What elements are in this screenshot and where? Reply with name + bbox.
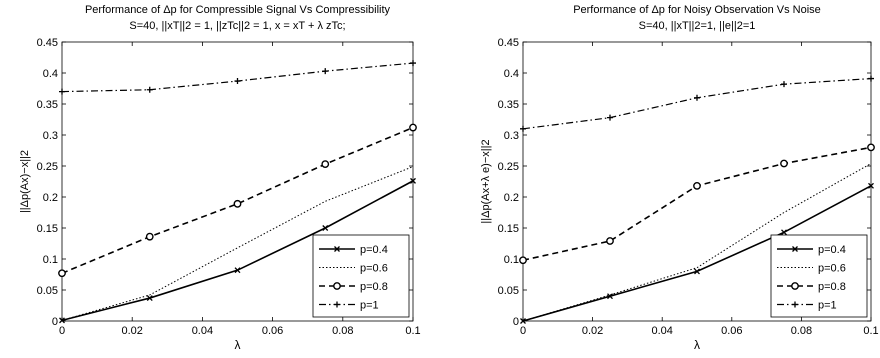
legend-label: p=0.8: [818, 281, 846, 293]
legend-marker: [791, 282, 799, 290]
series-line-p-0-6: [522, 163, 872, 322]
legend-label: p=0.4: [818, 244, 846, 256]
series-line-p-0-6: [61, 166, 414, 321]
data-point: [145, 232, 154, 241]
data-point: [694, 268, 700, 275]
x-tick-label: 0.04: [192, 325, 213, 337]
x-tick-label: 0.04: [651, 325, 672, 337]
legend-label: p=1: [360, 300, 379, 312]
data-point: [693, 181, 701, 190]
y-tick-label: 0.1: [43, 254, 58, 266]
legend-marker: [792, 246, 798, 252]
y-tick-label: 0.1: [504, 254, 519, 266]
legend-label: p=0.6: [818, 263, 846, 275]
x-axis-label: λ: [694, 338, 700, 352]
data-point: [322, 225, 329, 231]
data-point: [234, 267, 241, 274]
data-point: [234, 78, 241, 85]
y-tick-label: 0: [52, 316, 58, 328]
y-tick-label: 0.15: [37, 223, 58, 235]
y-tick-label: 0.3: [43, 130, 58, 142]
y-tick-label: 0.05: [37, 285, 58, 297]
chart-title: Performance of Δp for Noisy Observation …: [573, 4, 821, 16]
data-point: [781, 229, 787, 236]
data-point: [410, 60, 416, 67]
data-point: [519, 256, 527, 265]
x-tick-label: 0.06: [721, 325, 742, 337]
y-tick-label: 0.3: [504, 130, 519, 142]
legend-label: p=0.8: [360, 281, 388, 293]
y-tick-label: 0.4: [504, 68, 519, 80]
y-tick-label: 0: [513, 316, 519, 328]
data-point: [781, 81, 787, 88]
data-point: [607, 293, 613, 300]
y-tick-label: 0.45: [37, 37, 58, 49]
legend-marker: [333, 282, 341, 290]
x-tick-label: 0.06: [262, 325, 283, 337]
data-point: [146, 86, 153, 93]
y-tick-label: 0.45: [498, 37, 519, 49]
chart-subtitle: S=40, ||xT||2 = 1, ||zTc||2 = 1, x = xT …: [129, 20, 345, 32]
data-point: [410, 177, 416, 184]
y-tick-label: 0.15: [498, 223, 519, 235]
y-tick-label: 0.05: [498, 285, 519, 297]
x-tick-label: 0: [59, 325, 65, 337]
x-axis-label: λ: [235, 338, 241, 352]
data-point: [607, 114, 613, 121]
legend-marker: [792, 301, 798, 308]
chart-title: Performance of Δp for Compressible Signa…: [85, 4, 391, 16]
legend-label: p=1: [818, 300, 837, 312]
data-point: [868, 182, 874, 189]
legend-marker: [334, 246, 340, 252]
y-tick-label: 0.25: [498, 161, 519, 173]
data-point: [146, 295, 153, 302]
y-axis-label: ||Δp(Ax)−x||2: [19, 150, 31, 213]
legend-label: p=0.4: [360, 244, 388, 256]
chart-panel-2: Performance of Δp for Noisy Observation …: [480, 4, 879, 352]
legend: p=0.4 p=0.6 p=0.8 p=1: [312, 234, 410, 318]
data-point: [780, 159, 788, 168]
x-tick-label: 0.08: [791, 325, 812, 337]
y-tick-label: 0.35: [37, 99, 58, 111]
series-line-p-0-8: [61, 126, 414, 274]
x-tick-label: 0.1: [863, 325, 878, 337]
data-point: [606, 237, 614, 245]
data-point: [322, 68, 329, 75]
y-axis-label: ||Δp(Ax+λ e)−x||2: [480, 139, 492, 223]
x-tick-label: 0.02: [121, 325, 142, 337]
x-tick-label: 0: [520, 325, 526, 337]
chart-subtitle: S=40, ||xT||2=1, ||e||2=1: [639, 20, 756, 32]
y-tick-label: 0.4: [43, 68, 58, 80]
data-point: [868, 75, 874, 82]
y-tick-label: 0.25: [37, 161, 58, 173]
y-tick-label: 0.2: [43, 192, 58, 204]
data-point: [694, 94, 700, 101]
legend-marker: [334, 301, 340, 308]
data-point: [520, 125, 526, 132]
legend: p=0.4 p=0.6 p=0.8 p=1: [770, 234, 868, 318]
data-point: [59, 88, 65, 95]
x-tick-label: 0.1: [405, 325, 420, 337]
x-tick-label: 0.02: [582, 325, 603, 337]
x-tick-label: 0.08: [332, 325, 353, 337]
data-point: [409, 123, 417, 132]
data-point: [233, 199, 242, 208]
data-point: [58, 269, 66, 278]
data-point: [321, 160, 330, 169]
y-tick-label: 0.35: [498, 99, 519, 111]
legend-label: p=0.6: [360, 263, 388, 275]
chart-panel-1: Performance of Δp for Compressible Signa…: [19, 4, 421, 352]
data-point: [867, 143, 875, 152]
y-tick-label: 0.2: [504, 192, 519, 204]
